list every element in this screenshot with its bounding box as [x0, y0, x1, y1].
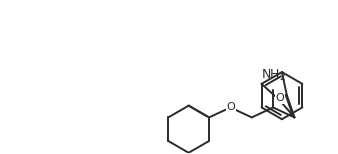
Text: NH$_2$: NH$_2$: [261, 68, 286, 83]
Text: O: O: [275, 93, 284, 103]
Text: O: O: [226, 102, 235, 112]
